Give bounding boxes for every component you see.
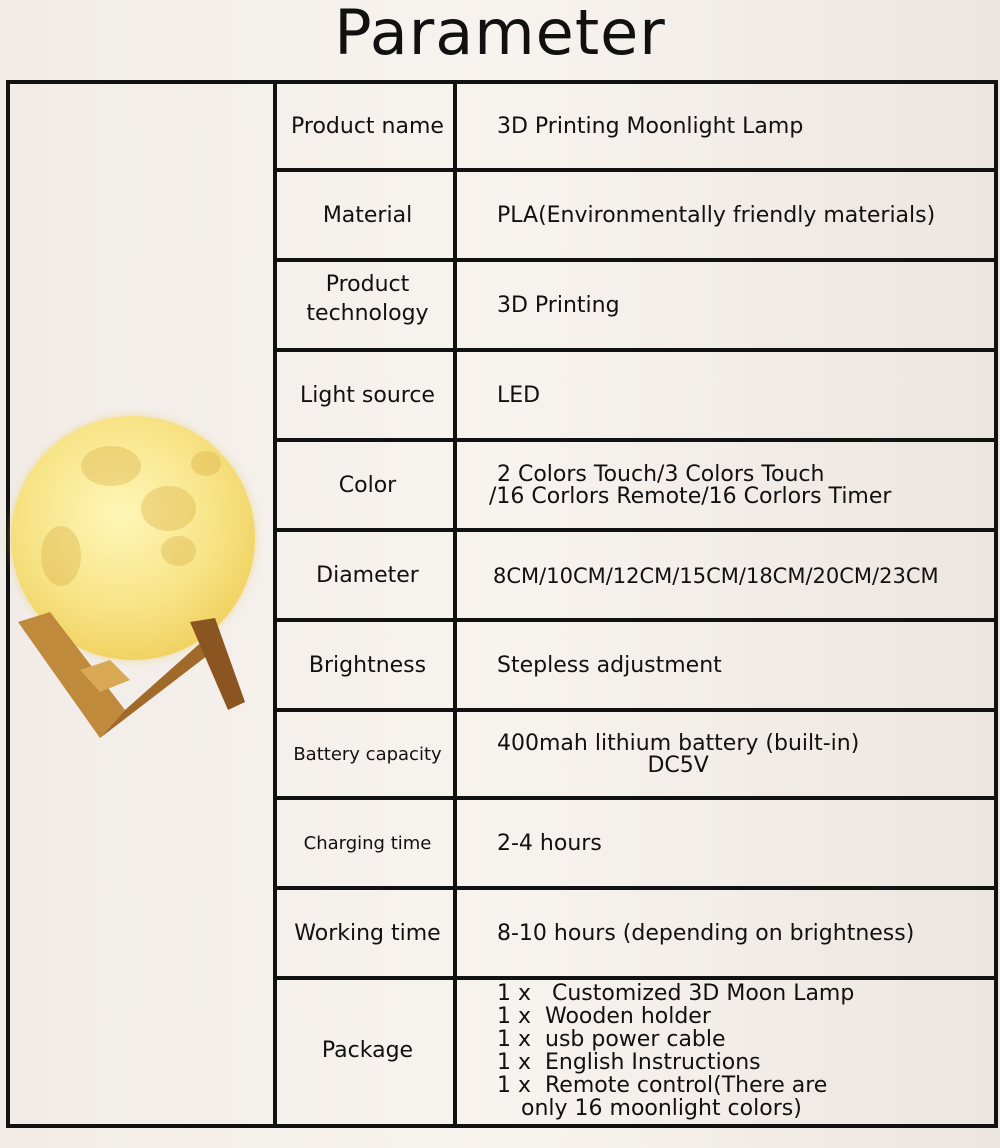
value-line: 1 x usb power cable: [497, 1027, 726, 1052]
value-charging-time: 2-4 hours: [459, 800, 989, 888]
value-line: DC5V: [647, 753, 709, 778]
value-line: 1 x Wooden holder: [497, 1004, 711, 1029]
label-light-source: Light source: [300, 383, 435, 408]
value-battery-capacity: 400mah lithium battery (built-in) DC5V: [459, 712, 989, 798]
label-battery-capacity: Battery capacity: [293, 744, 442, 765]
label-diameter: Diameter: [316, 563, 419, 588]
row-divider: [276, 708, 994, 712]
label-brightness: Brightness: [308, 653, 427, 678]
wooden-stand-image: [18, 612, 245, 738]
row-divider: [276, 438, 994, 442]
value-material: PLA(Environmentally friendly materials): [459, 172, 989, 260]
label-color: Color: [338, 473, 397, 498]
value-line: only 16 moonlight colors): [521, 1096, 802, 1121]
value-working-time: 8-10 hours (depending on brightness): [459, 890, 989, 978]
value-line: PLA(Environmentally friendly materials): [497, 203, 936, 228]
value-line: LED: [497, 383, 541, 408]
value-line: 8CM/10CM/12CM/15CM/18CM/20CM/23CM: [493, 564, 939, 588]
label-product-technology: Product technology: [306, 272, 429, 326]
value-line: 1 x Remote control(There are: [497, 1073, 828, 1098]
row-divider: [276, 528, 994, 532]
value-line: 1 x English Instructions: [497, 1050, 761, 1075]
parameter-table: [6, 80, 998, 1128]
value-line: 3D Printing Moonlight Lamp: [497, 114, 804, 139]
value-product-technology: 3D Printing: [459, 262, 989, 350]
value-line: /16 Corlors Remote/16 Corlors Timer: [489, 484, 892, 509]
value-line: 2 Colors Touch/3 Colors Touch: [497, 462, 825, 487]
value-color: 2 Colors Touch/3 Colors Touch/16 Corlors…: [459, 442, 989, 530]
value-line: 8-10 hours (depending on brightness): [497, 921, 915, 946]
row-divider: [276, 348, 994, 352]
value-light-source: LED: [459, 352, 989, 440]
label-package: Package: [321, 1038, 414, 1063]
divider: [273, 80, 277, 1124]
value-line: Stepless adjustment: [497, 653, 722, 678]
page-title: Parameter: [334, 0, 666, 69]
label-product-name: Product name: [291, 114, 444, 139]
label-working-time: Working time: [294, 921, 441, 946]
value-line: 3D Printing: [497, 293, 620, 318]
row-divider: [276, 886, 994, 890]
divider: [453, 80, 457, 1124]
label-charging-time: Charging time: [303, 833, 432, 854]
value-line: 1 x Customized 3D Moon Lamp: [497, 981, 855, 1006]
value-package: 1 x Customized 3D Moon Lamp 1 x Wooden ho…: [459, 980, 989, 1122]
label-material: Material: [322, 203, 413, 228]
row-divider: [276, 796, 994, 800]
row-divider: [276, 976, 994, 980]
value-line: 2-4 hours: [497, 831, 602, 856]
value-brightness: Stepless adjustment: [459, 622, 989, 710]
value-diameter: 8CM/10CM/12CM/15CM/18CM/20CM/23CM: [459, 532, 989, 620]
row-divider: [276, 168, 994, 172]
row-divider: [276, 618, 994, 622]
value-product-name: 3D Printing Moonlight Lamp: [459, 84, 989, 170]
row-divider: [276, 258, 994, 262]
value-line: 400mah lithium battery (built-in): [497, 731, 860, 756]
